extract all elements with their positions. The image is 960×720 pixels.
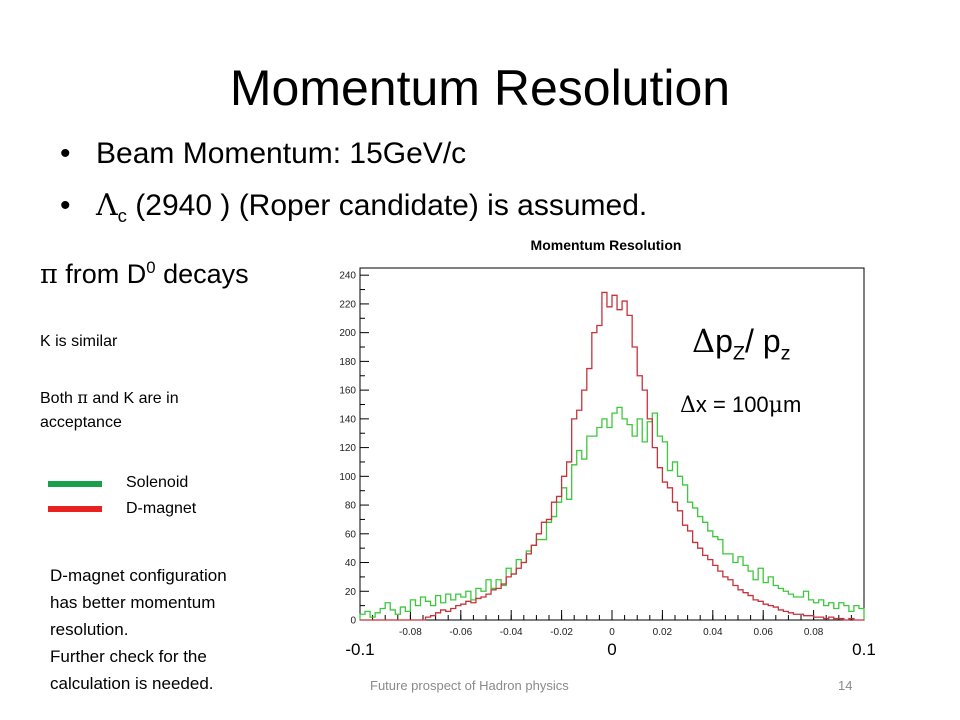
pion-heading: π from D0 decays <box>40 258 249 290</box>
x-tick-label: 0.04 <box>703 627 723 638</box>
page-number: 14 <box>838 678 853 693</box>
note-acceptance: Both π and K are in acceptance <box>40 388 179 431</box>
slide-title: Momentum Resolution <box>229 60 731 116</box>
lambda-symbol: Λ <box>96 188 118 223</box>
x-tick-label: 0 <box>609 627 615 638</box>
x-major-tick-label: 0 <box>607 640 616 659</box>
y-tick-label: 240 <box>339 271 356 282</box>
y-tick-label: 120 <box>339 443 356 454</box>
x-tick-label: 0.08 <box>804 627 824 638</box>
y-tick-label: 160 <box>339 386 356 397</box>
plot-title: Momentum Resolution <box>531 237 682 253</box>
x-major-tick-label: 0.1 <box>852 640 876 659</box>
y-tick-label: 80 <box>345 501 357 512</box>
x-tick-label: -0.06 <box>449 627 472 638</box>
bullet-list: Beam Momentum: 15GeV/c Λc (2940 ) (Roper… <box>60 128 647 242</box>
x-tick-label: -0.08 <box>399 627 422 638</box>
plot-frame <box>359 267 865 621</box>
x-tick-label: -0.04 <box>500 627 523 638</box>
y-tick-label: 140 <box>339 414 356 425</box>
series-solenoid <box>359 406 865 620</box>
note-k-similar: K is similar <box>40 333 118 350</box>
y-tick-label: 20 <box>345 587 357 598</box>
series-layer <box>359 291 865 621</box>
x-major-tick-label: -0.1 <box>345 640 374 659</box>
y-tick-label: 180 <box>339 357 356 368</box>
bullet-beam-momentum: Beam Momentum: 15GeV/c <box>60 128 647 180</box>
legend-swatch-dmagnet <box>48 506 102 512</box>
legend-label-solenoid: Solenoid <box>126 474 189 491</box>
y-tick-label: 40 <box>345 558 357 569</box>
y-tick-label: 200 <box>339 328 356 339</box>
y-tick-label: 0 <box>350 616 356 627</box>
y-tick-label: 220 <box>339 299 356 310</box>
dp-over-p-label: ΔpZ/ pz <box>692 322 791 365</box>
pi-symbol: π <box>40 259 58 290</box>
legend-label-dmagnet: D-magnet <box>126 500 197 517</box>
y-tick-label: 100 <box>339 472 356 483</box>
x-tick-label: -0.02 <box>550 627 573 638</box>
x-axis: -0.08 -0.06 -0.04 -0.02 0 0.02 0.04 0.06 0.08 -0.… <box>345 610 876 659</box>
conclusion-text: D-magnet configuration has better moment… <box>50 566 227 693</box>
legend-swatch-solenoid <box>48 481 102 487</box>
y-tick-label: 60 <box>345 529 357 540</box>
series-d-magnet <box>360 291 864 621</box>
footer-text: Future prospect of Hadron physics <box>370 678 569 693</box>
y-axis: 0 20 40 60 80 100 120 140 160 180 200 220 240 <box>339 271 369 627</box>
x-tick-label: 0.02 <box>653 627 673 638</box>
x-tick-label: 0.06 <box>753 627 773 638</box>
momentum-resolution-histogram: Momentum Resolution 0 20 40 60 80 100 120 140 16… <box>339 237 876 659</box>
bullet-lambda-c: Λc (2940 ) (Roper candidate) is assumed. <box>60 180 647 242</box>
position-resolution-label: Δx = 100μm <box>680 392 802 418</box>
